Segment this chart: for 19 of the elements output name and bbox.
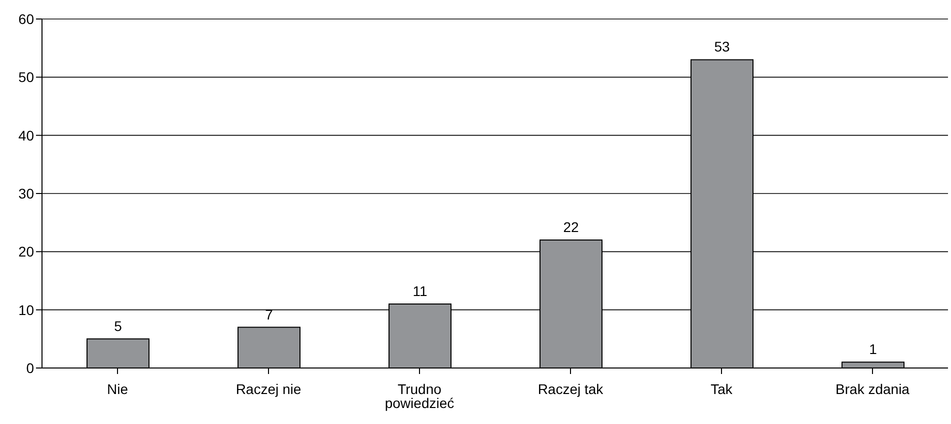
y-tick-label: 10 [18, 302, 34, 318]
data-label: 53 [714, 38, 730, 55]
data-label: 1 [869, 341, 878, 358]
x-tick-label: Raczej tak [538, 380, 604, 397]
data-label: 22 [563, 219, 579, 236]
x-tick-label: Tak [710, 380, 734, 397]
x-tick-label: Brak zdania [836, 380, 910, 397]
data-label: 5 [114, 318, 122, 334]
x-tick-label: Nie [106, 380, 128, 397]
y-tick-label: 0 [26, 360, 34, 376]
y-tick-label: 30 [18, 185, 34, 202]
y-tick-label: 60 [18, 10, 34, 27]
y-tick-label: 50 [18, 69, 34, 86]
y-tick-label: 40 [18, 127, 34, 144]
data-label: 7 [265, 306, 274, 322]
x-tick-label: Trudno powiedzieć [384, 380, 454, 411]
data-label: 11 [412, 283, 428, 300]
y-tick-label: 20 [18, 244, 34, 260]
x-tick-label: Raczej nie [236, 380, 302, 397]
